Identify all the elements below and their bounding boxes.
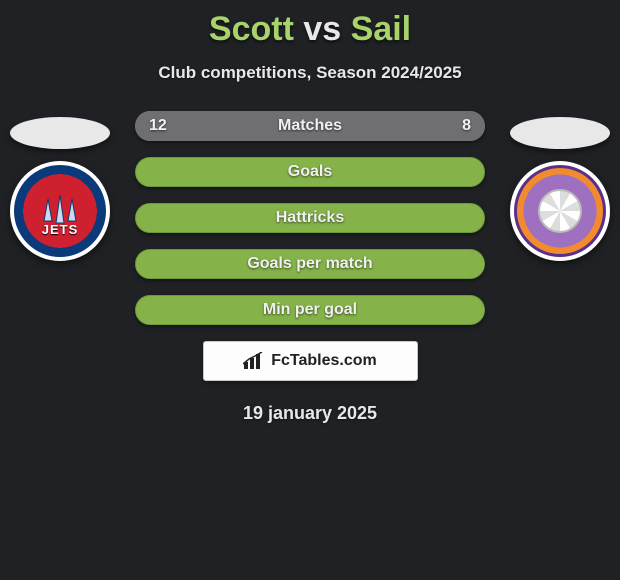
player1-name: Scott bbox=[209, 10, 294, 48]
stat-row-matches: 12 Matches 8 bbox=[135, 111, 485, 141]
newcastle-jets-badge-icon: JETS bbox=[14, 165, 106, 257]
player-right-club-badge bbox=[510, 161, 610, 261]
perth-glory-badge-icon bbox=[514, 165, 606, 257]
stat-row-hattricks: Hattricks bbox=[135, 203, 485, 233]
player-left-slot: JETS bbox=[10, 117, 110, 261]
stat-row-gpm: Goals per match bbox=[135, 249, 485, 279]
stat-label: Goals bbox=[136, 158, 484, 186]
date-text: 19 january 2025 bbox=[0, 403, 620, 424]
stat-label: Matches bbox=[135, 111, 485, 141]
stat-label: Goals per match bbox=[136, 250, 484, 278]
player-right-slot bbox=[510, 117, 610, 261]
player-left-photo-placeholder bbox=[10, 117, 110, 149]
jets-badge-text: JETS bbox=[42, 222, 79, 237]
stat-label: Min per goal bbox=[136, 296, 484, 324]
stat-rows: 12 Matches 8 Goals Hattricks Goals per m… bbox=[135, 111, 485, 325]
stat-label: Hattricks bbox=[136, 204, 484, 232]
brand-text: FcTables.com bbox=[271, 352, 377, 370]
subtitle: Club competitions, Season 2024/2025 bbox=[0, 63, 620, 83]
brand-box[interactable]: FcTables.com bbox=[203, 341, 418, 381]
player-left-club-badge: JETS bbox=[10, 161, 110, 261]
player-right-photo-placeholder bbox=[510, 117, 610, 149]
stat-row-mpg: Min per goal bbox=[135, 295, 485, 325]
stat-value-right: 8 bbox=[462, 111, 471, 141]
player2-name: Sail bbox=[351, 10, 411, 48]
vs-text: vs bbox=[303, 10, 341, 48]
stat-row-goals: Goals bbox=[135, 157, 485, 187]
comparison-title: Scott vs Sail bbox=[0, 0, 620, 49]
stats-stage: JETS 12 Matches 8 Goals Hattricks Goals … bbox=[0, 111, 620, 424]
bar-chart-icon bbox=[243, 352, 265, 370]
